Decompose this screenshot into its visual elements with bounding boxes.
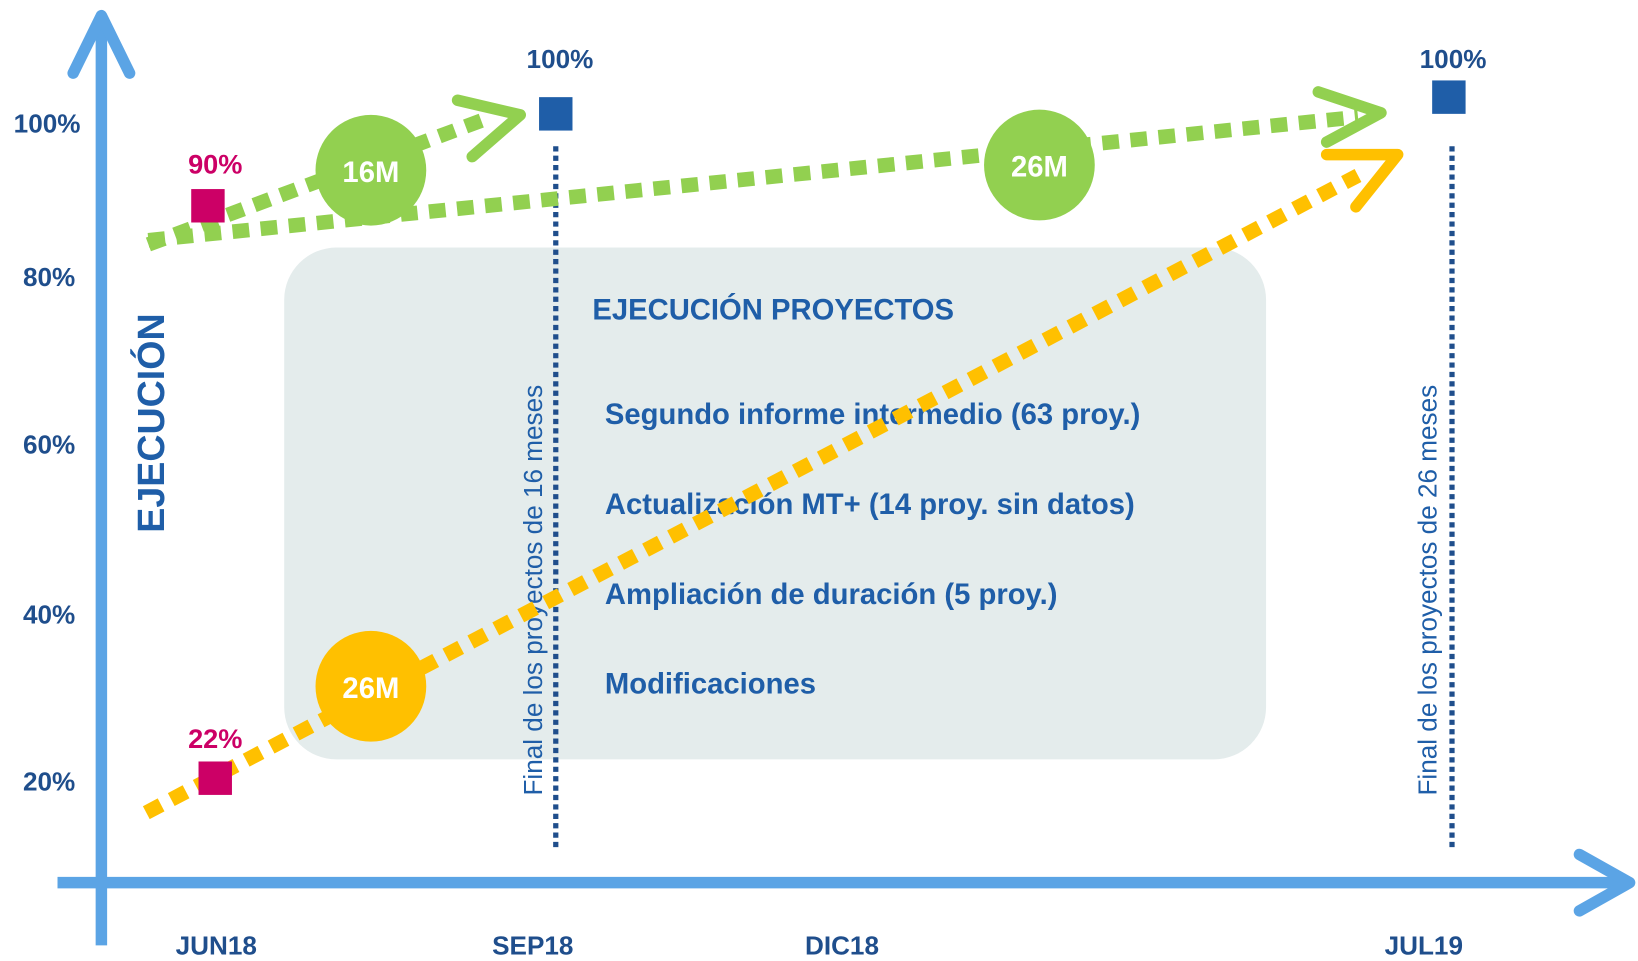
circle-label: 26M [342, 673, 399, 705]
page: {"y_axis": {"title": "EJECUCIÓN", "label… [0, 0, 1638, 961]
y-label: 60% [23, 429, 75, 459]
marker [1432, 80, 1465, 113]
reference-label: Final de los proyectos de 26 meses [1412, 385, 1442, 796]
marker-label: 100% [527, 44, 594, 74]
circle-label: 26M [1011, 152, 1068, 184]
marker-label: 100% [1420, 44, 1487, 74]
x-label: JUL19 [1385, 931, 1463, 961]
diagram: EJECUCIÓN PROYECTOS Segundo informe inte… [0, 0, 1638, 961]
y-label: 100% [14, 109, 81, 139]
y-label: 40% [23, 600, 75, 630]
y-label: 80% [23, 262, 75, 292]
panel-item: Modificaciones [605, 669, 816, 701]
panel-item: Ampliación de duración (5 proy.) [605, 579, 1058, 611]
arrow-head [1327, 155, 1398, 207]
x-label: DIC18 [805, 931, 879, 961]
panel-item: Actualización MT+ (14 proy. sin datos) [605, 489, 1135, 521]
panel-title: EJECUCIÓN PROYECTOS [592, 293, 954, 327]
x-label: SEP18 [492, 931, 573, 961]
x-label: JUN18 [176, 931, 257, 961]
reference-label: Final de los proyectos de 16 meses [518, 385, 548, 796]
y-title: EJECUCIÓN [130, 313, 172, 532]
marker-label: 90% [188, 148, 242, 179]
y-label: 20% [23, 767, 75, 797]
marker-label: 22% [188, 723, 242, 754]
marker [191, 189, 224, 222]
circle-label: 16M [342, 157, 399, 189]
marker [199, 761, 232, 794]
marker [539, 97, 572, 130]
